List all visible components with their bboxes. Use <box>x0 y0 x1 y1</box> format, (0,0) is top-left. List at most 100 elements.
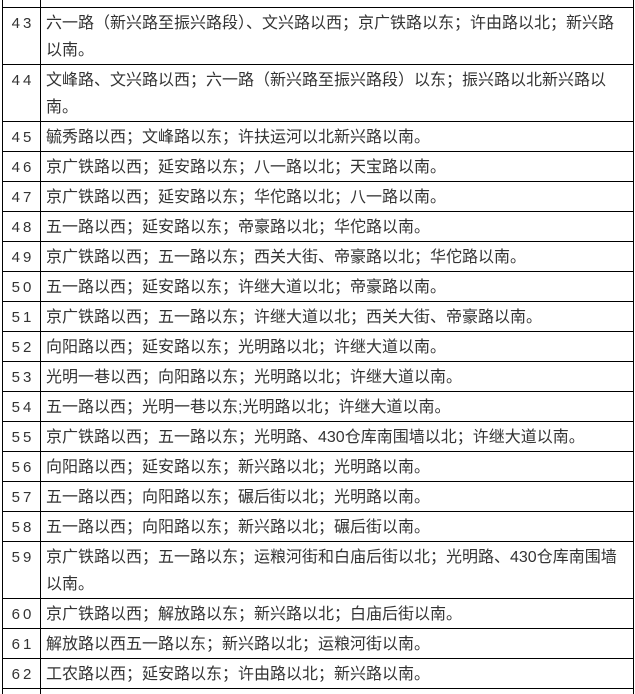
row-number: 44 <box>11 71 35 89</box>
table-row: 60 京广铁路以西；解放路以东；新兴路以北；白庙后街以南。 <box>2 597 634 629</box>
row-text: 解放路以西五一路以东；新兴路以北；运粮河街以南。 <box>46 635 431 653</box>
row-number-cell: 49 <box>2 240 41 272</box>
row-number: 54 <box>11 398 35 416</box>
row-text-cell: 五一路以西；向阳路以东；新兴路以北；碾后街以南。 <box>40 510 634 542</box>
table-row: 43 六一路（新兴路至振兴路段）、文兴路以西；京广铁路以东；许由路以北；新兴路以… <box>2 6 634 65</box>
row-number: 48 <box>11 218 35 236</box>
row-number: 45 <box>11 128 35 146</box>
table-row: 56 向阳路以西；延安路以东；新兴路以北；光明路以南。 <box>2 450 634 482</box>
row-text-cell: 五一路以西；延安路以东；许继大道以北；帝豪路以南。 <box>40 270 634 302</box>
row-text: 光明一巷以西；向阳路以东；光明路以北；许继大道以南。 <box>46 368 463 386</box>
partial-text-cell <box>40 687 634 694</box>
row-number-cell: 62 <box>2 657 41 689</box>
table-row: 51 京广铁路以西；五一路以东；许继大道以北；西关大街、帝豪路以南。 <box>2 300 634 332</box>
row-text: 六一路（新兴路至振兴路段）、文兴路以西；京广铁路以东；许由路以北；新兴路以南。 <box>46 14 615 59</box>
row-text: 毓秀路以西；文峰路以东；许扶运河以北新兴路以南。 <box>46 128 431 146</box>
row-text: 向阳路以西；延安路以东；光明路以北；许继大道以南。 <box>46 338 447 356</box>
row-number: 56 <box>11 458 35 476</box>
row-number: 61 <box>11 635 35 653</box>
partial-text-cell <box>40 0 634 8</box>
row-number-cell: 52 <box>2 330 41 362</box>
table-row: 50 五一路以西；延安路以东；许继大道以北；帝豪路以南。 <box>2 270 634 302</box>
row-number-cell: 58 <box>2 510 41 542</box>
row-text-cell: 向阳路以西；延安路以东；新兴路以北；光明路以南。 <box>40 450 634 482</box>
table-row: 49 京广铁路以西；五一路以东；西关大街、帝豪路以北；华佗路以南。 <box>2 240 634 272</box>
row-text-cell: 文峰路、文兴路以西；六一路（新兴路至振兴路段）以东；振兴路以北新兴路以南。 <box>40 63 634 122</box>
row-text-cell: 京广铁路以西；五一路以东；运粮河街和白庙后街以北；光明路、430仓库南围墙以南。 <box>40 540 634 599</box>
row-number: 51 <box>11 308 35 326</box>
row-text: 五一路以西；延安路以东；许继大道以北；帝豪路以南。 <box>46 278 447 296</box>
table-row: 45 毓秀路以西；文峰路以东；许扶运河以北新兴路以南。 <box>2 120 634 152</box>
row-text: 向阳路以西；延安路以东；新兴路以北；光明路以南。 <box>46 458 431 476</box>
row-number-cell: 61 <box>2 627 41 659</box>
row-text: 五一路以西；光明一巷以东;光明路以北；许继大道以南。 <box>46 398 451 416</box>
row-text-cell: 向阳路以西；延安路以东；光明路以北；许继大道以南。 <box>40 330 634 362</box>
table-row: 48 五一路以西；延安路以东；帝豪路以北；华佗路以南。 <box>2 210 634 242</box>
row-text-cell: 京广铁路以西；五一路以东；光明路、430仓库南围墙以北；许继大道以南。 <box>40 420 634 452</box>
row-number-cell: 56 <box>2 450 41 482</box>
row-number-cell: 44 <box>2 63 41 122</box>
row-number: 60 <box>11 605 35 623</box>
row-number-cell: 57 <box>2 480 41 512</box>
row-text: 五一路以西；向阳路以东；碾后街以北；光明路以南。 <box>46 488 431 506</box>
row-text-cell: 京广铁路以西；解放路以东；新兴路以北；白庙后街以南。 <box>40 597 634 629</box>
row-number: 53 <box>11 368 35 386</box>
row-text-cell: 五一路以西；延安路以东；帝豪路以北；华佗路以南。 <box>40 210 634 242</box>
row-text-cell: 毓秀路以西；文峰路以东；许扶运河以北新兴路以南。 <box>40 120 634 152</box>
row-text: 五一路以西；延安路以东；帝豪路以北；华佗路以南。 <box>46 218 431 236</box>
row-text: 京广铁路以西；五一路以东；西关大街、帝豪路以北；华佗路以南。 <box>46 248 527 266</box>
row-number-cell: 60 <box>2 597 41 629</box>
row-number: 43 <box>11 14 35 32</box>
row-number-cell: 55 <box>2 420 41 452</box>
row-number: 57 <box>11 488 35 506</box>
row-number: 46 <box>11 158 35 176</box>
table-row: 52 向阳路以西；延安路以东；光明路以北；许继大道以南。 <box>2 330 634 362</box>
row-number: 47 <box>11 188 35 206</box>
table-row: 55 京广铁路以西；五一路以东；光明路、430仓库南围墙以北；许继大道以南。 <box>2 420 634 452</box>
row-text-cell: 光明一巷以西；向阳路以东；光明路以北；许继大道以南。 <box>40 360 634 392</box>
row-text-cell: 工农路以西；延安路以东；许由路以北；新兴路以南。 <box>40 657 634 689</box>
row-number-cell: 46 <box>2 150 41 182</box>
row-text: 工农路以西；延安路以东；许由路以北；新兴路以南。 <box>46 665 431 683</box>
row-text-cell: 京广铁路以西；延安路以东；八一路以北；天宝路以南。 <box>40 150 634 182</box>
row-text: 京广铁路以西；延安路以东；八一路以北；天宝路以南。 <box>46 158 447 176</box>
row-number-cell: 59 <box>2 540 41 599</box>
row-number-cell: 45 <box>2 120 41 152</box>
row-text-cell: 京广铁路以西；五一路以东；许继大道以北；西关大街、帝豪路以南。 <box>40 300 634 332</box>
row-number: 59 <box>11 548 35 566</box>
row-text-cell: 京广铁路以西；延安路以东；华佗路以北；八一路以南。 <box>40 180 634 212</box>
table-row: 53 光明一巷以西；向阳路以东；光明路以北；许继大道以南。 <box>2 360 634 392</box>
row-number: 52 <box>11 338 35 356</box>
row-number: 55 <box>11 428 35 446</box>
table-row: 61 解放路以西五一路以东；新兴路以北；运粮河街以南。 <box>2 627 634 659</box>
table-row: 54 五一路以西；光明一巷以东;光明路以北；许继大道以南。 <box>2 390 634 422</box>
table-row: 44 文峰路、文兴路以西；六一路（新兴路至振兴路段）以东；振兴路以北新兴路以南。 <box>2 63 634 122</box>
table-row: 46 京广铁路以西；延安路以东；八一路以北；天宝路以南。 <box>2 150 634 182</box>
row-text: 京广铁路以西；五一路以东；运粮河街和白庙后街以北；光明路、430仓库南围墙以南。 <box>46 548 617 593</box>
row-text-cell: 解放路以西五一路以东；新兴路以北；运粮河街以南。 <box>40 627 634 659</box>
row-text: 文峰路、文兴路以西；六一路（新兴路至振兴路段）以东；振兴路以北新兴路以南。 <box>46 71 607 116</box>
row-text: 京广铁路以西；延安路以东；华佗路以北；八一路以南。 <box>46 188 447 206</box>
row-number-cell: 50 <box>2 270 41 302</box>
row-number: 49 <box>11 248 35 266</box>
row-number-cell: 48 <box>2 210 41 242</box>
row-number: 50 <box>11 278 35 296</box>
row-text-cell: 五一路以西；向阳路以东；碾后街以北；光明路以南。 <box>40 480 634 512</box>
partial-number-cell <box>2 687 41 694</box>
row-number-cell: 47 <box>2 180 41 212</box>
row-number-cell: 54 <box>2 390 41 422</box>
row-number: 62 <box>11 665 35 683</box>
table-row: 57 五一路以西；向阳路以东；碾后街以北；光明路以南。 <box>2 480 634 512</box>
partial-number-cell <box>2 0 41 8</box>
table-row: 62 工农路以西；延安路以东；许由路以北；新兴路以南。 <box>2 657 634 689</box>
row-text: 京广铁路以西；解放路以东；新兴路以北；白庙后街以南。 <box>46 605 463 623</box>
row-text: 五一路以西；向阳路以东；新兴路以北；碾后街以南。 <box>46 518 431 536</box>
row-number: 58 <box>11 518 35 536</box>
row-text: 京广铁路以西；五一路以东；光明路、430仓库南围墙以北；许继大道以南。 <box>46 428 585 446</box>
partial-row-bottom <box>2 687 634 694</box>
row-number-cell: 51 <box>2 300 41 332</box>
table-row: 58 五一路以西；向阳路以东；新兴路以北；碾后街以南。 <box>2 510 634 542</box>
table-row: 59 京广铁路以西；五一路以东；运粮河街和白庙后街以北；光明路、430仓库南围墙… <box>2 540 634 599</box>
partial-row-top <box>2 0 634 8</box>
